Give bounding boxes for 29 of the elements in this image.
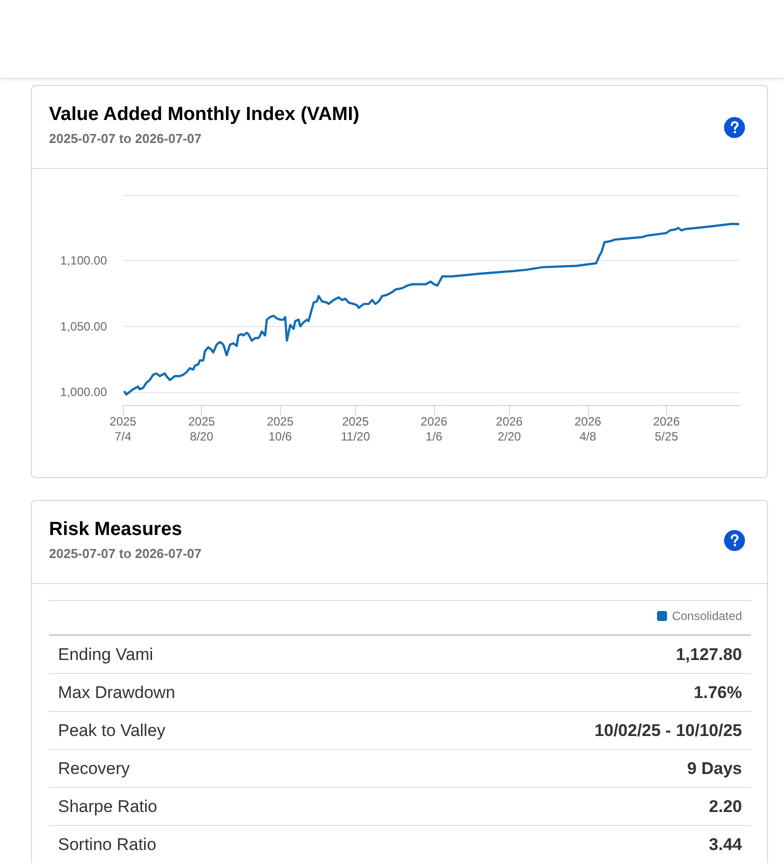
x-tick-label: 2026 1/6: [420, 414, 448, 444]
data-label: 9 Days: [687, 759, 742, 779]
category-label: Peak to Valley: [58, 721, 166, 741]
data-label: 10/02/25 - 10/10/25: [594, 721, 742, 741]
x-tick-label: 2026 5/25: [653, 414, 680, 444]
category-label: Sortino Ratio: [58, 835, 156, 855]
data-label: 2.20: [708, 797, 742, 817]
category-label: Ending Vami: [58, 645, 154, 665]
data-label: 1,127.80: [676, 645, 742, 665]
text: Risk Measures: [49, 519, 182, 541]
data-label: 1.76%: [694, 683, 742, 703]
y-tick-label: 1,050.00: [60, 319, 108, 334]
x-tick-label: 2025 8/20: [188, 414, 216, 444]
legend-label: Consolidated: [672, 609, 742, 623]
chart-title: Value Added Monthly Index (VAMI): [49, 104, 360, 126]
text: 2025-07-07 to 2026-07-07: [49, 546, 202, 561]
y-tick-label: 1,000.00: [60, 384, 108, 399]
y-tick-label: 1,100.00: [60, 254, 108, 268]
data-label: 3.44: [708, 835, 742, 855]
x-tick-label: 2026 4/8: [574, 414, 602, 444]
line-series: [124, 222, 740, 396]
x-tick-label: 2025 11/20: [340, 414, 370, 444]
category-label: Recovery: [58, 759, 130, 779]
chart-subtitle: 2025-07-07 to 2026-07-07: [49, 131, 202, 146]
x-tick-label: 2026 2/20: [496, 414, 523, 444]
x-tick-label: 2025 7/4: [110, 414, 137, 444]
category-label: Max Drawdown: [58, 683, 176, 703]
x-tick-label: 2025 10/6: [266, 414, 294, 444]
category-label: Sharpe Ratio: [58, 797, 158, 817]
